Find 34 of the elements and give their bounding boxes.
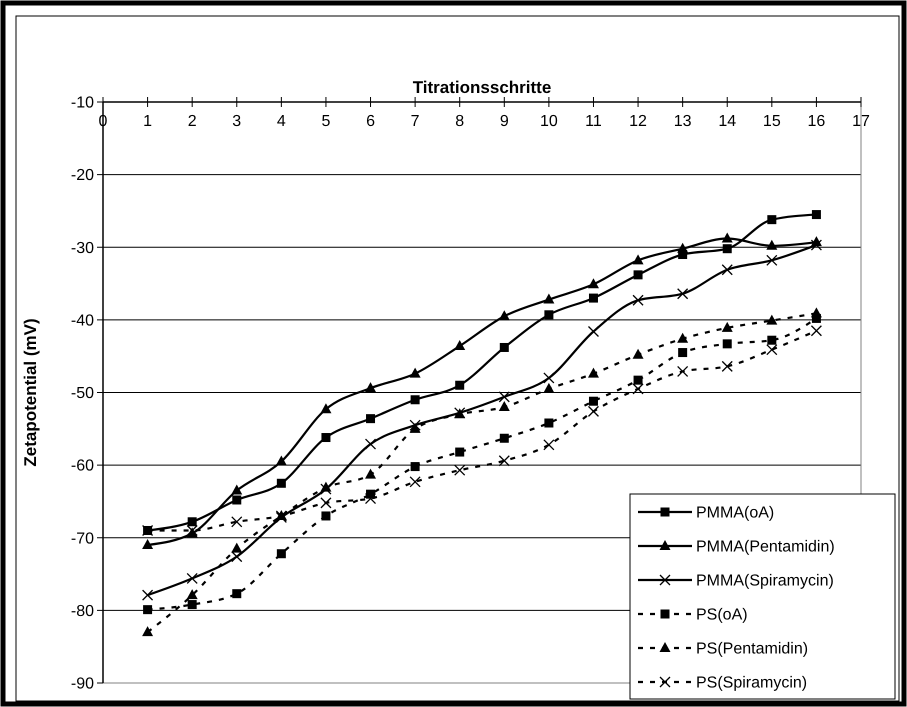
y-tick-label: -90	[70, 676, 94, 693]
x-tick-label: 1	[143, 113, 152, 130]
legend-label: PMMA(Pentamidin)	[696, 538, 835, 556]
x-tick-label: 2	[188, 113, 197, 130]
x-tick-label: 4	[276, 113, 286, 130]
legend-label: PS(Pentamidin)	[696, 640, 808, 658]
x-tick-label: 10	[540, 113, 558, 130]
y-tick-label: -30	[70, 240, 94, 257]
y-tick-label: -40	[70, 312, 94, 330]
legend-label: PS(oA)	[696, 606, 748, 624]
x-axis-title: Titrationsschritte	[412, 78, 552, 97]
x-tick-label: 3	[232, 113, 242, 130]
x-tick-label: 17	[852, 113, 870, 130]
legend-label: PMMA(oA)	[696, 504, 774, 522]
y-tick-label: -20	[70, 167, 94, 184]
legend-label: PS(Spiramycin)	[696, 674, 808, 692]
x-tick-label: 6	[366, 113, 376, 130]
y-tick-label: -60	[70, 458, 94, 475]
legend-label: PMMA(Spiramycin)	[696, 572, 834, 590]
y-tick-label: -70	[70, 530, 94, 548]
x-tick-label: 13	[674, 113, 692, 130]
y-tick-label: -80	[70, 602, 94, 620]
x-tick-label: 9	[500, 113, 509, 130]
x-tick-label: 14	[718, 113, 736, 130]
y-axis-title: Zetapotential (mV)	[20, 318, 40, 467]
x-tick-label: 11	[585, 113, 602, 130]
y-tick-label: -10	[70, 94, 94, 112]
x-tick-label: 12	[629, 113, 648, 130]
x-tick-label: 8	[455, 113, 464, 130]
y-tick-label: -50	[70, 385, 94, 402]
x-tick-label: 15	[762, 113, 781, 130]
x-tick-label: 16	[808, 113, 826, 130]
x-tick-label: 7	[410, 113, 420, 130]
x-tick-label: 5	[321, 113, 330, 130]
